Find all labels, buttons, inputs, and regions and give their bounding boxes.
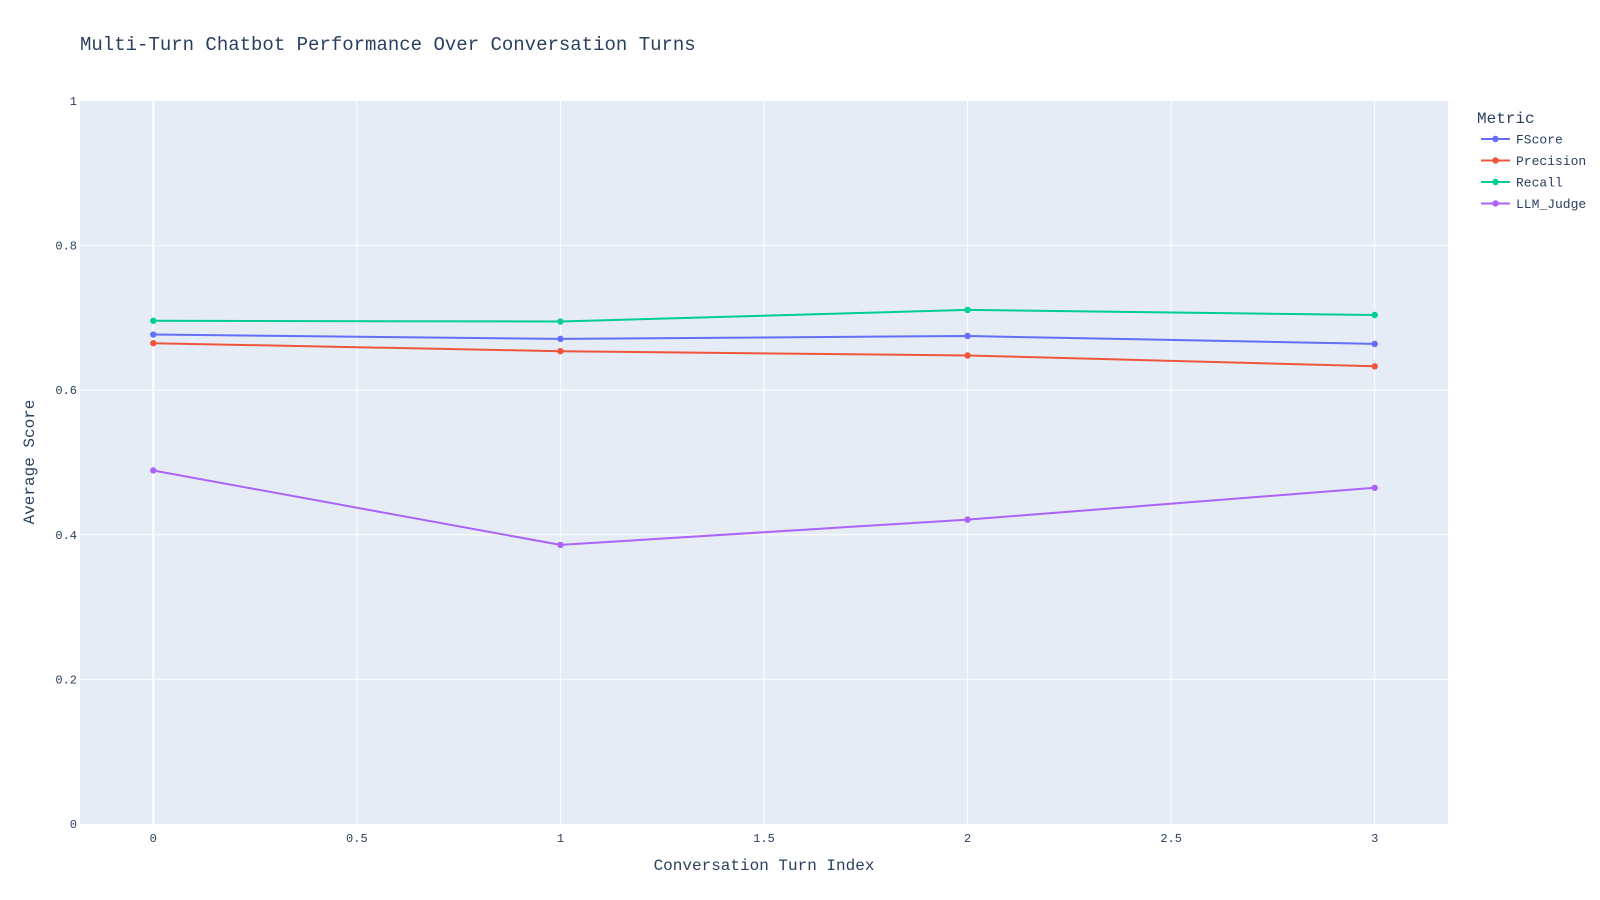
data-point-precision[interactable]	[150, 340, 157, 347]
data-point-fscore[interactable]	[1371, 340, 1378, 348]
data-point-precision[interactable]	[557, 347, 564, 355]
legend-item-precision[interactable]: Precision	[1481, 154, 1586, 169]
series-llm-judge[interactable]	[150, 467, 1378, 549]
data-point-recall[interactable]	[150, 317, 157, 324]
data-point-precision[interactable]	[1371, 363, 1378, 370]
y-tick-label: 0	[70, 818, 77, 832]
legend-marker	[1492, 178, 1499, 186]
x-axis-title: Conversation Turn Index	[654, 857, 875, 875]
y-tick-label: 0.4	[55, 529, 77, 543]
legend-item-llm-judge[interactable]: LLM_Judge	[1481, 197, 1586, 212]
y-axis-title: Average Score	[21, 400, 39, 525]
x-tick-label: 2	[964, 832, 971, 846]
series-line-llm-judge[interactable]	[153, 469, 1375, 546]
series-fscore[interactable]	[150, 331, 1378, 348]
series-line-recall[interactable]	[153, 308, 1375, 323]
series-line-precision[interactable]	[153, 342, 1375, 368]
data-point-llm-judge[interactable]	[1371, 484, 1378, 492]
legend-marker	[1492, 157, 1499, 164]
y-tick-label: 0.6	[55, 384, 77, 398]
data-point-recall[interactable]	[557, 318, 564, 325]
chart-title: Multi-Turn Chatbot Performance Over Conv…	[80, 34, 696, 56]
data-point-fscore[interactable]	[557, 335, 564, 343]
legend-label: LLM_Judge	[1516, 197, 1586, 212]
series-lines	[150, 306, 1378, 549]
series-line-fscore[interactable]	[153, 333, 1375, 345]
data-point-recall[interactable]	[1371, 311, 1378, 319]
series-precision[interactable]	[150, 340, 1378, 370]
x-tick-label: 1	[557, 832, 564, 846]
x-tick-label: 0.5	[346, 832, 368, 846]
data-point-llm-judge[interactable]	[557, 541, 564, 549]
y-tick-label: 1	[70, 95, 77, 109]
legend-label: Precision	[1516, 154, 1586, 169]
legend[interactable]: Metric FScore Precision Recall LLM_Judge	[1477, 110, 1586, 212]
data-point-llm-judge[interactable]	[964, 516, 971, 523]
grid	[80, 101, 1448, 824]
tick-labels: 0 0.5 1 1.5 2 2.5 3 0 0.2 0.4 0.6 0.8 1	[55, 95, 1378, 846]
data-point-fscore[interactable]	[150, 331, 157, 338]
data-point-recall[interactable]	[964, 306, 971, 314]
data-point-precision[interactable]	[964, 352, 971, 359]
y-tick-label: 0.8	[55, 240, 77, 254]
x-tick-label: 3	[1371, 832, 1378, 846]
x-tick-label: 1.5	[753, 832, 775, 846]
x-tick-label: 2.5	[1160, 832, 1182, 846]
x-tick-label: 0	[150, 832, 157, 846]
data-point-fscore[interactable]	[964, 332, 971, 340]
data-point-llm-judge[interactable]	[150, 467, 157, 474]
legend-item-fscore[interactable]: FScore	[1481, 133, 1563, 148]
legend-marker	[1492, 200, 1499, 207]
legend-title: Metric	[1477, 110, 1535, 128]
legend-item-recall[interactable]: Recall	[1481, 176, 1563, 191]
series-recall[interactable]	[150, 306, 1378, 325]
y-tick-label: 0.2	[55, 673, 77, 687]
legend-label: Recall	[1516, 176, 1563, 191]
legend-label: FScore	[1516, 133, 1563, 148]
legend-marker	[1492, 135, 1499, 143]
